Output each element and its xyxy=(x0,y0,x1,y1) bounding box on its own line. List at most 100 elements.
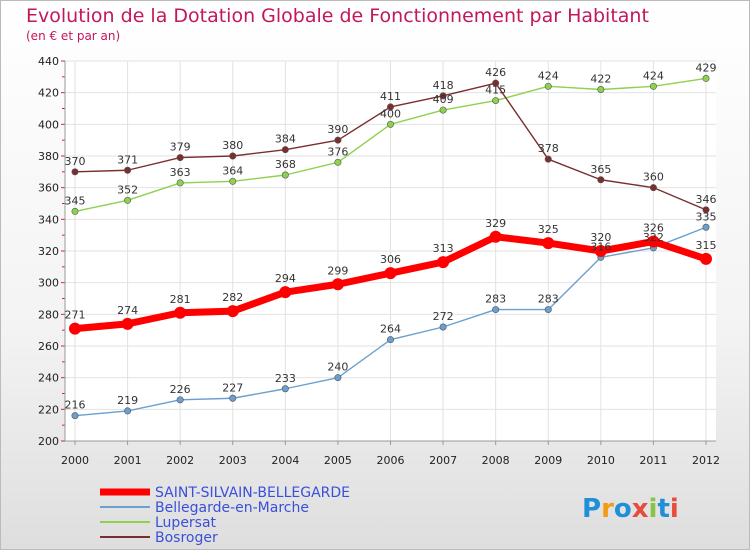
data-label: 422 xyxy=(590,73,611,86)
data-label: 219 xyxy=(117,394,138,407)
x-tick-label: 2004 xyxy=(271,454,299,467)
data-point xyxy=(702,223,710,231)
data-label: 426 xyxy=(485,66,506,79)
data-label: 378 xyxy=(538,142,559,155)
y-tick-label: 220 xyxy=(38,403,59,416)
data-point xyxy=(124,407,132,415)
data-label: 315 xyxy=(696,239,717,252)
legend: SAINT-SILVAIN-BELLEGARDEBellegarde-en-Ma… xyxy=(100,485,350,546)
data-point xyxy=(649,184,657,192)
y-tick-label: 200 xyxy=(38,435,59,448)
data-label: 282 xyxy=(222,291,243,304)
data-label: 283 xyxy=(538,293,559,306)
data-point xyxy=(281,385,289,393)
data-label: 240 xyxy=(327,361,348,374)
data-point xyxy=(492,306,500,314)
data-point xyxy=(597,176,605,184)
x-tick-label: 2012 xyxy=(692,454,720,467)
data-point xyxy=(331,278,344,291)
y-tick-label: 440 xyxy=(38,55,59,68)
data-label: 329 xyxy=(485,217,506,230)
data-point xyxy=(229,152,237,160)
data-point xyxy=(229,177,237,185)
x-tick-label: 2003 xyxy=(219,454,247,467)
data-label: 400 xyxy=(380,107,401,120)
series-layer xyxy=(69,74,712,420)
data-label: 264 xyxy=(380,323,401,336)
data-label: 320 xyxy=(590,231,611,244)
data-point xyxy=(279,286,292,299)
legend-entry: SAINT-SILVAIN-BELLEGARDE xyxy=(155,485,350,501)
data-label: 409 xyxy=(433,93,454,106)
y-tick-label: 420 xyxy=(38,87,59,100)
data-label: 380 xyxy=(222,139,243,152)
y-tick-label: 240 xyxy=(38,372,59,385)
data-label: 376 xyxy=(327,145,348,158)
y-tick-label: 340 xyxy=(38,213,59,226)
data-point xyxy=(439,92,447,100)
data-label: 364 xyxy=(222,164,243,177)
data-point xyxy=(544,155,552,163)
data-point xyxy=(489,230,502,243)
data-label: 274 xyxy=(117,304,138,317)
data-label: 326 xyxy=(643,222,664,235)
data-label: 424 xyxy=(538,69,559,82)
x-tick-label: 2009 xyxy=(534,454,562,467)
x-tick-label: 2010 xyxy=(587,454,615,467)
data-point xyxy=(71,207,79,215)
data-point xyxy=(226,305,239,318)
data-point xyxy=(649,82,657,90)
data-point xyxy=(647,235,660,248)
data-label: 370 xyxy=(65,155,86,168)
data-label: 384 xyxy=(275,133,296,146)
data-label: 424 xyxy=(643,69,664,82)
y-tick-label: 360 xyxy=(38,182,59,195)
y-tick-label: 280 xyxy=(38,308,59,321)
logo-text: Proxiti xyxy=(582,494,679,524)
data-point xyxy=(176,154,184,162)
data-point xyxy=(71,412,79,420)
data-point xyxy=(594,245,607,257)
data-point xyxy=(281,171,289,179)
data-point xyxy=(386,336,394,344)
axes: 200 220 240 260 280 300 320 340 360 380 400 420 440 2… xyxy=(38,55,720,467)
data-point xyxy=(386,103,394,111)
proxiti-logo: Proxiti xyxy=(582,494,679,524)
data-label: 345 xyxy=(65,194,86,207)
data-point xyxy=(334,158,342,166)
y-tick-label: 300 xyxy=(38,277,59,290)
legend-entry: Lupersat xyxy=(155,515,217,531)
data-label: 363 xyxy=(170,166,191,179)
data-point xyxy=(492,79,500,87)
data-point xyxy=(439,106,447,114)
y-tick-label: 260 xyxy=(38,340,59,353)
data-label: 346 xyxy=(696,193,717,206)
data-label: 272 xyxy=(433,310,454,323)
chart-subtitle: (en € et par an) xyxy=(26,29,120,43)
legend-entry: Bellegarde-en-Marche xyxy=(155,500,309,516)
y-tick-label: 380 xyxy=(38,150,59,163)
data-point xyxy=(597,86,605,94)
data-point xyxy=(176,396,184,404)
data-point xyxy=(437,256,450,269)
data-label: 313 xyxy=(433,242,454,255)
data-label: 271 xyxy=(65,309,86,322)
data-label: 325 xyxy=(538,223,559,236)
data-point xyxy=(702,206,710,214)
data-label: 429 xyxy=(696,61,717,74)
data-point xyxy=(121,317,134,330)
data-point xyxy=(386,120,394,128)
data-label: 216 xyxy=(65,399,86,412)
data-point xyxy=(174,306,187,319)
data-label: 294 xyxy=(275,272,296,285)
data-point xyxy=(544,82,552,90)
data-label: 371 xyxy=(117,153,138,166)
data-point xyxy=(492,97,500,105)
x-tick-label: 2008 xyxy=(482,454,510,467)
data-labels: 216 219 226 227 233 240 264 272 283 283 316 322 335 3… xyxy=(65,61,717,411)
data-label: 368 xyxy=(275,158,296,171)
data-label: 306 xyxy=(380,253,401,266)
x-tick-label: 2005 xyxy=(324,454,352,467)
